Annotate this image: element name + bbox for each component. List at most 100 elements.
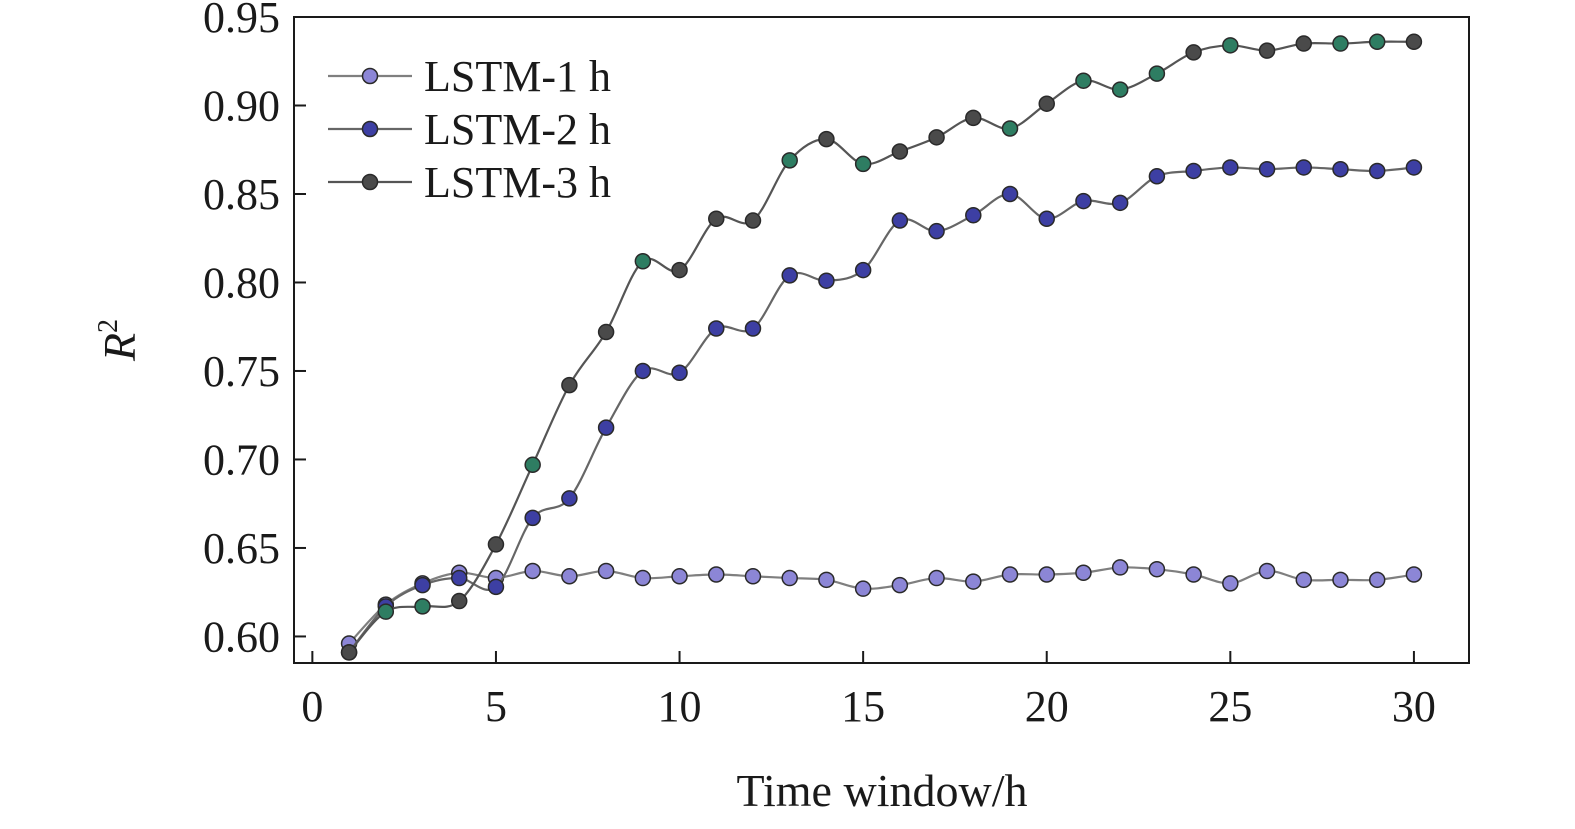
- data-point: [854, 261, 872, 279]
- y-axis-title-superscript: 2: [93, 319, 124, 333]
- x-tick-label: 25: [1208, 682, 1252, 731]
- data-point: [854, 580, 872, 597]
- data-point: [524, 562, 541, 580]
- data-point: [1332, 35, 1349, 52]
- data-point: [928, 569, 945, 587]
- data-point: [1075, 192, 1092, 210]
- data-point: [1258, 160, 1276, 178]
- data-point: [1222, 575, 1239, 592]
- data-point: [561, 568, 578, 585]
- data-point: [891, 143, 909, 160]
- data-point: [1405, 566, 1423, 583]
- data-point: [1258, 42, 1276, 59]
- data-point: [340, 644, 358, 661]
- data-point: [1001, 120, 1019, 137]
- data-point: [744, 568, 762, 585]
- data-point: [524, 509, 541, 527]
- x-axis-title: Time window/h: [737, 765, 1028, 816]
- data-point: [1258, 562, 1276, 580]
- data-point: [414, 576, 431, 594]
- legend-label: LSTM-1 h: [424, 52, 611, 101]
- series-3: [340, 33, 1423, 661]
- legend-label: LSTM-2 h: [424, 105, 611, 154]
- data-point: [1368, 33, 1386, 51]
- data-point: [561, 490, 578, 507]
- data-point: [1332, 160, 1349, 178]
- legend-marker: [361, 67, 379, 85]
- data-point: [1368, 162, 1386, 180]
- y-tick-label: 0.65: [203, 524, 280, 573]
- data-point: [891, 212, 909, 229]
- data-point: [1405, 33, 1423, 51]
- y-axis-title: R2: [93, 319, 145, 362]
- data-point: [928, 129, 945, 146]
- data-point: [965, 206, 982, 224]
- data-point: [524, 456, 541, 474]
- legend-item: LSTM-1 h: [328, 52, 611, 101]
- data-point: [1222, 159, 1239, 176]
- y-tick-label: 0.85: [203, 170, 280, 219]
- data-point: [928, 222, 945, 240]
- y-axis-title-main: R: [94, 333, 145, 362]
- y-tick-label: 0.60: [203, 612, 280, 661]
- data-point: [1111, 194, 1129, 212]
- data-point: [1148, 560, 1166, 578]
- data-point: [744, 320, 762, 337]
- data-point: [781, 569, 798, 587]
- data-point: [1111, 559, 1129, 576]
- y-tick-label: 0.75: [203, 347, 280, 396]
- data-point: [1038, 210, 1055, 228]
- data-point: [1075, 72, 1092, 89]
- legend-label: LSTM-3 h: [424, 158, 611, 207]
- data-point: [781, 267, 798, 284]
- data-point: [1405, 159, 1423, 176]
- data-point: [487, 578, 505, 596]
- series-layer: [340, 33, 1423, 661]
- data-point: [450, 569, 468, 587]
- data-point: [1295, 159, 1313, 176]
- series-line: [348, 166, 1415, 654]
- legend-item: LSTM-3 h: [328, 158, 611, 207]
- data-point: [965, 573, 982, 590]
- data-point: [1148, 65, 1166, 82]
- x-tick-label: 5: [485, 682, 507, 731]
- data-point: [1332, 571, 1349, 589]
- y-tick-label: 0.90: [203, 81, 280, 130]
- data-point: [1001, 566, 1019, 583]
- ticks-layer: 0 5 10 15 20 25 30 0.60 0.65 0.70 0.75 0.80 0.85 0.90…: [203, 0, 1436, 731]
- y-tick-label: 0.95: [203, 0, 280, 42]
- data-point: [708, 566, 725, 583]
- data-point: [597, 562, 615, 580]
- data-point: [1295, 571, 1313, 589]
- y-tick-label: 0.70: [203, 435, 280, 484]
- data-point: [634, 362, 652, 380]
- data-point: [818, 130, 835, 148]
- data-point: [1038, 95, 1055, 112]
- data-point: [634, 252, 652, 270]
- data-point: [708, 320, 725, 337]
- data-point: [487, 536, 505, 553]
- data-point: [708, 210, 725, 228]
- data-point: [1038, 566, 1055, 583]
- data-point: [671, 568, 688, 585]
- data-point: [597, 323, 615, 341]
- data-point: [965, 109, 982, 127]
- data-point: [597, 419, 615, 436]
- plot-frame: [293, 16, 1470, 664]
- data-point: [1185, 162, 1202, 180]
- data-point: [818, 272, 835, 289]
- data-point: [1148, 168, 1166, 185]
- data-point: [1075, 564, 1092, 581]
- data-point: [1368, 571, 1386, 589]
- series-1: [340, 559, 1423, 652]
- x-tick-label: 0: [301, 682, 323, 731]
- data-point: [561, 376, 578, 394]
- data-point: [891, 576, 909, 594]
- data-point: [634, 569, 652, 587]
- data-point: [1001, 185, 1019, 203]
- legend-item: LSTM-2 h: [328, 105, 611, 154]
- data-point: [1111, 81, 1129, 98]
